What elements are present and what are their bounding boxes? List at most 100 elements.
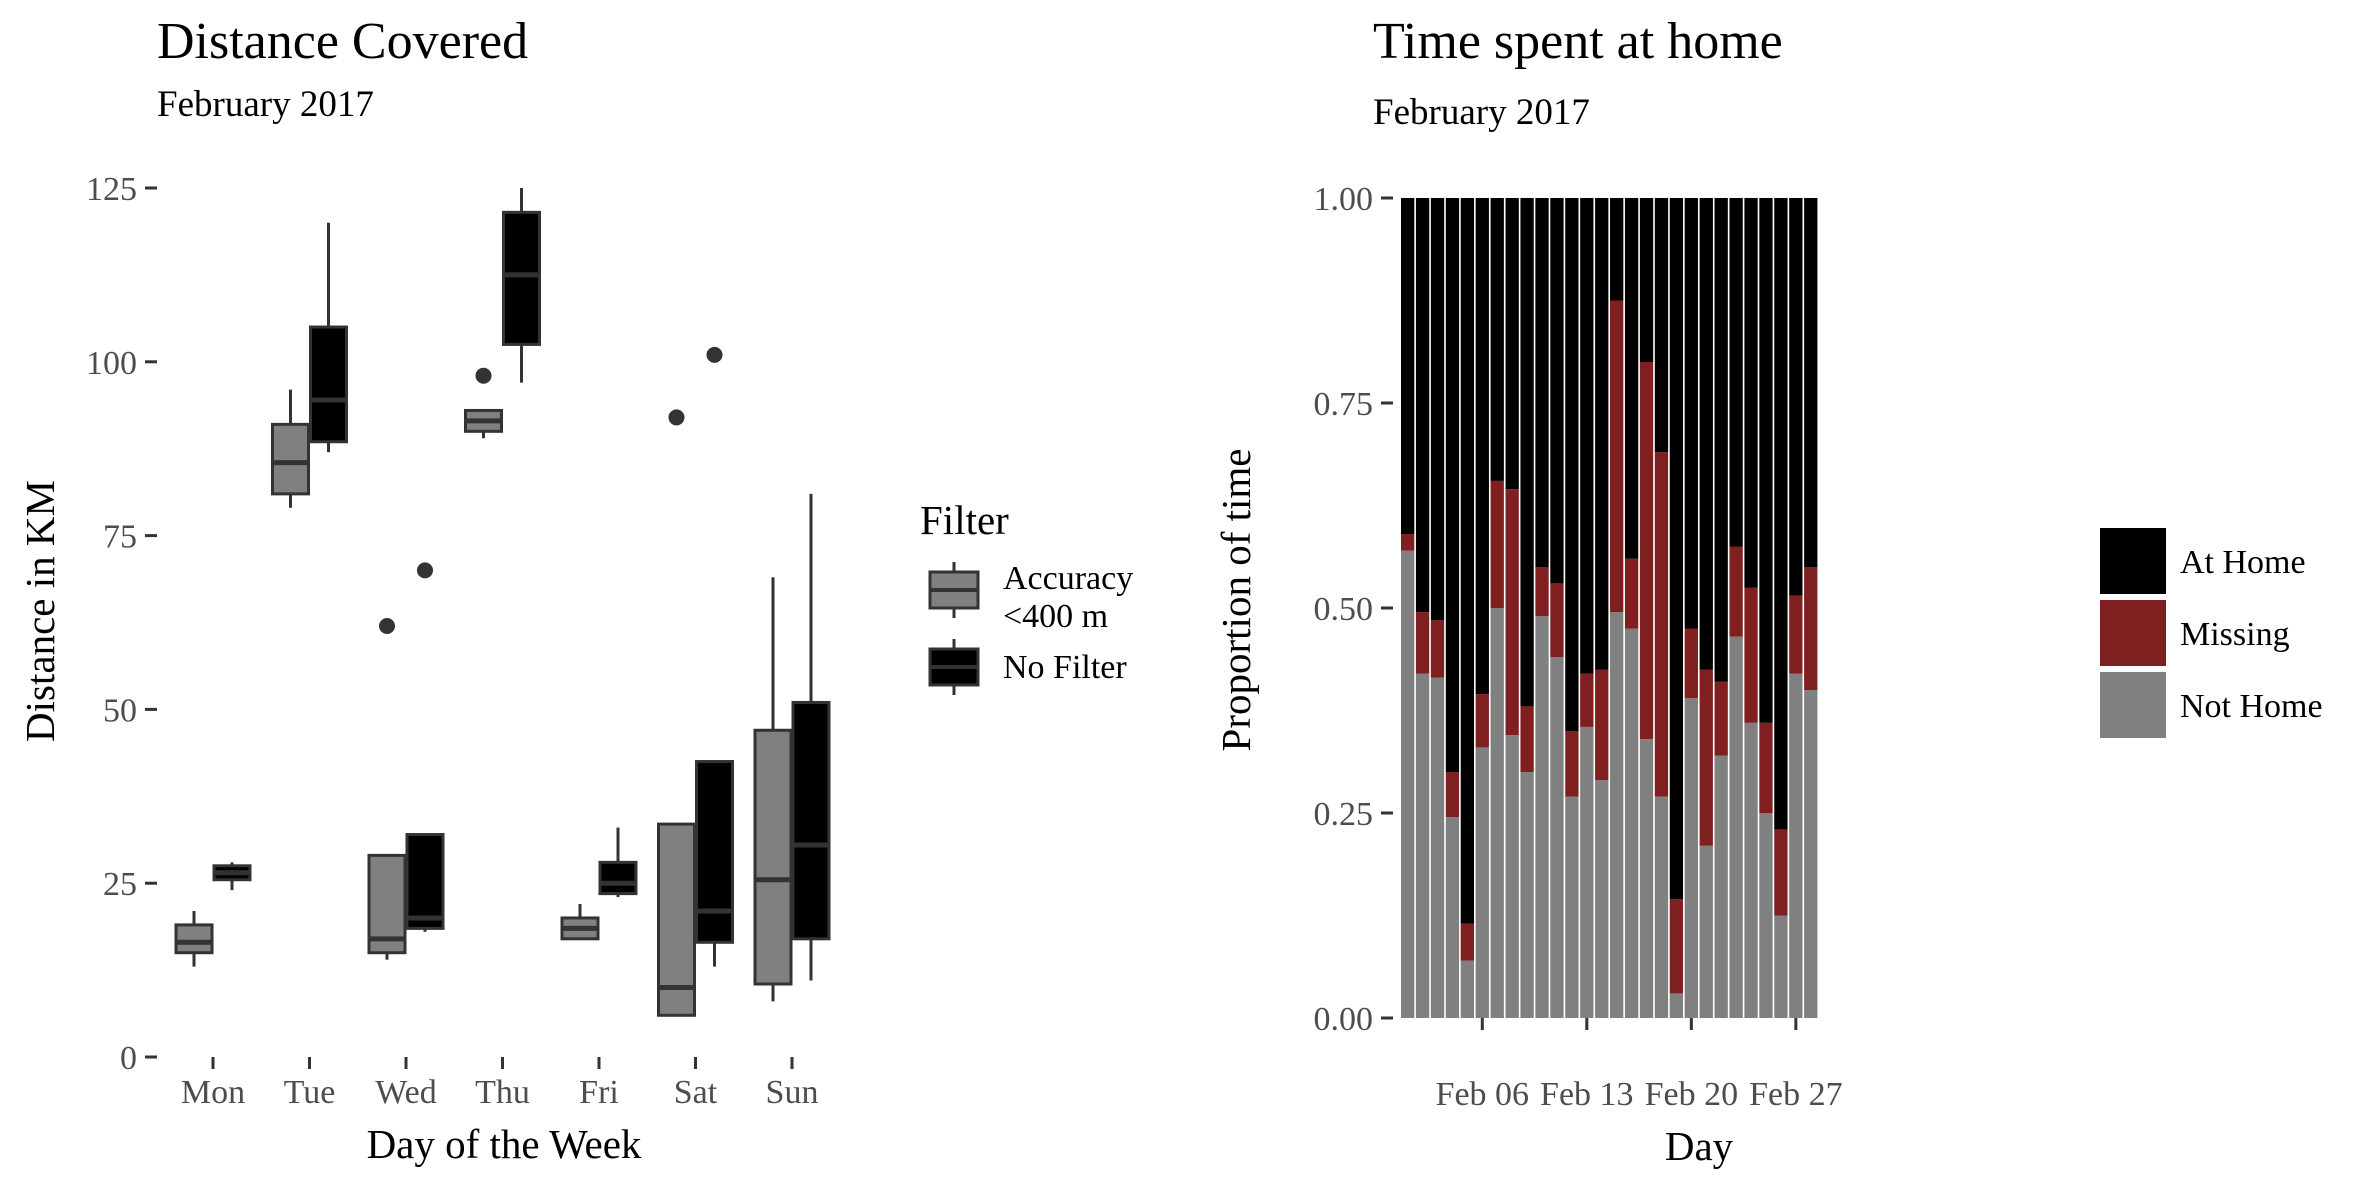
- bar-segment-not-home: [1580, 726, 1594, 1018]
- bar-segment-at-home: [1475, 198, 1489, 695]
- bar-segment-at-home: [1550, 198, 1564, 584]
- right-chart-title: Time spent at home: [1373, 13, 1783, 70]
- bar-segment-missing: [1430, 620, 1445, 678]
- bar-segment-at-home: [1535, 198, 1549, 567]
- bar-segment-not-home: [1595, 780, 1609, 1018]
- left-chart-title: Distance Covered: [157, 13, 528, 70]
- legend-key-swatch: [2100, 600, 2166, 666]
- bar-segment-at-home: [1505, 198, 1519, 490]
- box-outlier-point: [379, 617, 395, 634]
- bar-segment-at-home: [1430, 198, 1445, 621]
- left-chart-subtitle: February 2017: [157, 84, 374, 125]
- bar-segment-at-home: [1729, 198, 1743, 547]
- bar-segment-not-home: [1550, 657, 1564, 1018]
- bar-segment-missing: [1490, 480, 1504, 608]
- bar-segment-not-home: [1475, 747, 1489, 1018]
- bar-segment-at-home: [1774, 198, 1788, 830]
- x-tick-label: Feb 06: [1436, 1076, 1530, 1113]
- box-iqr: [695, 760, 734, 944]
- bar-segment-at-home: [1789, 198, 1803, 596]
- box-outlier-point: [475, 367, 492, 384]
- bar-segment-at-home: [1714, 198, 1728, 682]
- y-tick-label: 0.25: [1314, 796, 1374, 833]
- bar-segment-not-home: [1445, 817, 1460, 1018]
- legend-key-swatch: [2100, 672, 2166, 738]
- box-iqr: [309, 325, 348, 444]
- bar-segment-at-home: [1565, 198, 1579, 731]
- legend-key-swatch: [2100, 528, 2166, 594]
- bar-segment-missing: [1520, 706, 1534, 772]
- bar-segment-not-home: [1684, 698, 1698, 1018]
- bar-segment-missing: [1774, 829, 1788, 916]
- bar-segment-at-home: [1654, 198, 1669, 453]
- bar-segment-missing: [1684, 628, 1698, 699]
- bar-segment-missing: [1699, 669, 1713, 846]
- box-iqr: [791, 700, 831, 941]
- bar-segment-not-home: [1729, 636, 1743, 1018]
- left-y-axis-label: Distance in KM: [17, 480, 63, 742]
- bar-segment-at-home: [1804, 198, 1818, 567]
- right-chart-subtitle: February 2017: [1373, 92, 1590, 133]
- box-iqr: [405, 833, 445, 930]
- bar-segment-not-home: [1535, 616, 1549, 1018]
- bar-segment-at-home: [1460, 198, 1475, 924]
- x-tick-label: Thu: [475, 1074, 530, 1111]
- bar-segment-at-home: [1415, 198, 1430, 613]
- bar-segment-at-home: [1610, 198, 1624, 301]
- x-tick-label: Mon: [181, 1074, 245, 1111]
- y-tick-label: 50: [103, 692, 137, 729]
- x-tick-label: Feb 20: [1645, 1076, 1739, 1113]
- box-iqr: [657, 822, 696, 1017]
- bar-segment-missing: [1744, 587, 1758, 723]
- legend-entry-label: Accuracy: [1003, 560, 1133, 597]
- bar-segment-missing: [1415, 612, 1430, 674]
- bar-segment-not-home: [1804, 690, 1818, 1018]
- bar-segment-missing: [1610, 300, 1624, 613]
- x-tick-label: Sun: [766, 1074, 819, 1111]
- bar-segment-missing: [1475, 694, 1489, 748]
- bar-segment-missing: [1401, 534, 1415, 551]
- right-x-axis-label: Day: [1665, 1123, 1734, 1169]
- bar-segment-missing: [1580, 673, 1594, 727]
- y-tick-label: 0.00: [1314, 1001, 1374, 1038]
- bar-segment-not-home: [1490, 608, 1504, 1018]
- legend-entry-label: Not Home: [2180, 688, 2323, 725]
- bar-segment-not-home: [1460, 960, 1475, 1018]
- bar-segment-not-home: [1520, 772, 1534, 1018]
- bar-segment-missing: [1759, 722, 1773, 813]
- bar-segment-at-home: [1490, 198, 1504, 481]
- bar-segment-missing: [1654, 452, 1669, 797]
- bar-segment-not-home: [1714, 755, 1728, 1018]
- box-iqr: [753, 728, 793, 986]
- bar-segment-at-home: [1744, 198, 1758, 588]
- x-tick-label: Tue: [284, 1074, 336, 1111]
- bar-segment-missing: [1669, 899, 1684, 994]
- legend-entry-label: At Home: [2180, 544, 2306, 581]
- bar-segment-missing: [1714, 681, 1728, 756]
- bar-segment-at-home: [1684, 198, 1698, 629]
- bar-segment-missing: [1804, 567, 1818, 690]
- y-tick-label: 25: [103, 866, 137, 903]
- y-tick-label: 75: [103, 519, 137, 556]
- y-tick-label: 0.50: [1314, 591, 1374, 628]
- box-outlier-point: [706, 346, 723, 363]
- left-plot-area: 0 25 50 75 100 125 Mon Tue Wed Thu Fri Sat Sun: [86, 171, 831, 1111]
- bar-segment-at-home: [1759, 198, 1773, 723]
- right-y-axis-label: Proportion of time: [1213, 449, 1259, 752]
- bar-segment-at-home: [1669, 198, 1684, 900]
- bar-segment-at-home: [1624, 198, 1639, 559]
- box-outlier-point: [417, 562, 433, 579]
- bar-segment-missing: [1639, 362, 1654, 740]
- bar-segment-not-home: [1759, 813, 1773, 1018]
- legend-entry-label: No Filter: [1003, 649, 1127, 686]
- right-plot-area: 0.00 0.25 0.50 0.75 1.00 Feb 06 Feb 13 Feb 20 Fe…: [1314, 181, 1843, 1113]
- bar-segment-missing: [1505, 489, 1519, 736]
- bar-segment-missing: [1460, 923, 1475, 961]
- bar-segment-not-home: [1639, 739, 1654, 1018]
- y-tick-label: 100: [86, 345, 137, 382]
- bar-segment-missing: [1550, 583, 1564, 658]
- left-legend: Filter Accuracy<400 m No Filter: [920, 497, 1133, 695]
- y-tick-label: 125: [86, 171, 137, 208]
- bar-segment-missing: [1445, 772, 1460, 818]
